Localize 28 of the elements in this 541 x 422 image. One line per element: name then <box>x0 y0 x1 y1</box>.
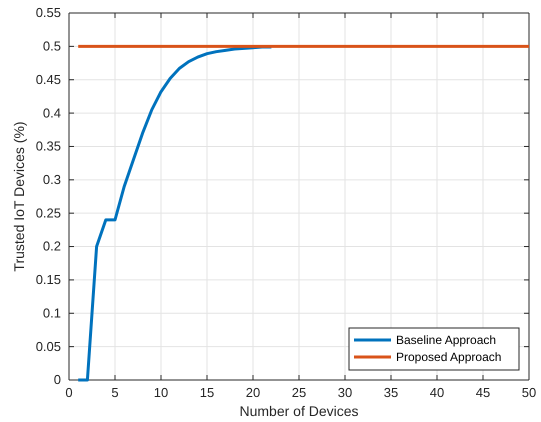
x-tick-label: 0 <box>65 385 73 400</box>
legend-label: Proposed Approach <box>396 350 502 364</box>
x-tick-label: 45 <box>476 385 490 400</box>
y-tick-label: 0.25 <box>36 205 61 220</box>
x-tick-label: 5 <box>111 385 119 400</box>
legend-label: Baseline Approach <box>396 333 496 347</box>
y-tick-label: 0.5 <box>42 38 61 54</box>
y-tick-label: 0.05 <box>36 338 61 354</box>
x-tick-label: 25 <box>292 385 306 400</box>
x-tick-label: 15 <box>200 385 214 400</box>
y-tick-label: 0.4 <box>42 105 61 120</box>
y-tick-label: 0.35 <box>36 138 61 154</box>
x-tick-label: 20 <box>246 385 260 400</box>
x-tick-label: 30 <box>338 385 352 400</box>
y-tick-label: 0.3 <box>42 172 61 187</box>
y-axis-title: Trusted IoT Devices (%) <box>11 121 27 272</box>
y-tick-label: 0.15 <box>36 272 61 288</box>
x-tick-label: 35 <box>384 385 398 400</box>
x-axis-title: Number of Devices <box>239 403 359 419</box>
line-series <box>76 46 273 382</box>
y-tick-label: 0.2 <box>42 238 61 254</box>
y-tick-label: 0.45 <box>36 72 61 87</box>
x-tick-label: 50 <box>522 385 536 400</box>
x-tick-label: 10 <box>154 385 168 400</box>
y-tick-label: 0 <box>54 372 61 388</box>
x-tick-label: 40 <box>430 385 444 400</box>
y-tick-label: 0.55 <box>36 5 61 20</box>
y-tick-label: 0.1 <box>42 305 61 320</box>
